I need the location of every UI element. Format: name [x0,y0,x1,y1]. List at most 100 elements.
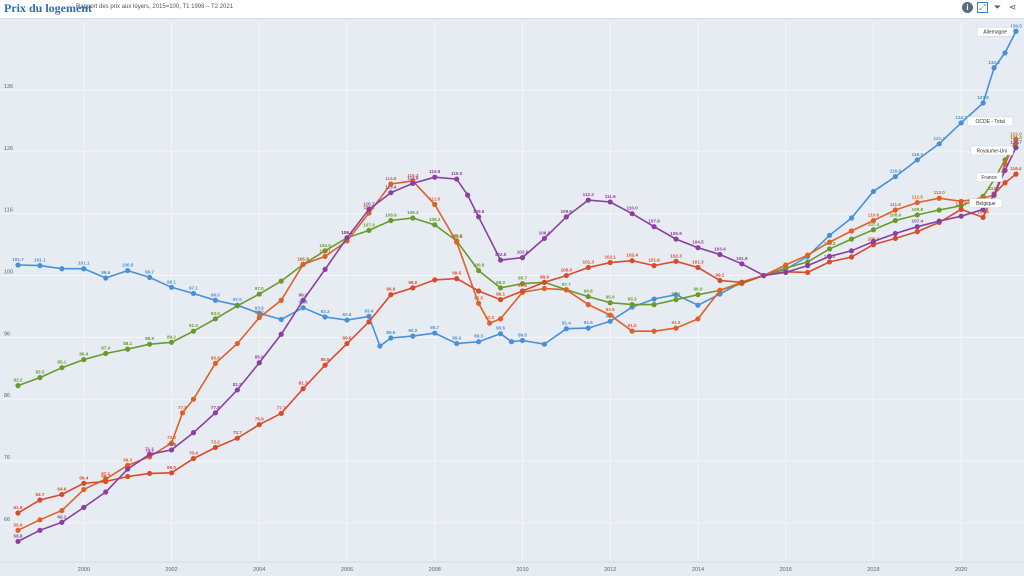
data-label: 82.2 [14,378,23,383]
data-label: 104.5 [692,240,704,245]
legend-label: Belgique [976,201,996,207]
x-tick-label: 2020 [955,567,967,573]
data-point [212,297,219,303]
data-label: 121.3 [933,136,945,141]
data-point [81,504,87,511]
data-point [344,340,350,347]
data-label: 77.8 [211,405,220,410]
data-point [432,330,438,336]
data-label: 91.5 [672,320,681,325]
data-point [651,296,657,302]
data-label: 107.3 [363,222,375,227]
data-label: 87.4 [101,345,110,350]
data-point [519,280,526,287]
data-point [805,263,811,269]
data-point [585,293,591,300]
filter-icon[interactable]: ⏷ [993,2,1002,12]
data-point [497,297,504,303]
data-point [826,232,833,238]
data-point [322,362,328,368]
data-point [486,320,493,326]
data-point [695,302,701,308]
data-point [651,328,657,334]
data-label: 85.8 [211,355,220,360]
data-point [651,224,657,230]
data-label: 122.0 [1010,131,1022,136]
data-point [59,491,65,498]
y-tick-label: 76 [4,455,10,461]
data-point [432,201,438,208]
data-point [179,410,186,416]
data-point [476,288,482,294]
share-icon[interactable]: ⋖ [1008,2,1017,12]
data-point [914,229,920,235]
data-point [278,278,284,284]
data-point [322,253,328,259]
data-point [234,387,240,393]
data-label: 77.7 [277,405,286,410]
data-point [651,263,657,269]
data-point [1013,144,1019,151]
legend-label: France [981,175,997,181]
data-point [454,276,460,282]
data-point [125,473,131,480]
data-label: 90.7 [430,325,439,330]
chart-header: Prix du logement Rapport des prix aux lo… [0,0,1024,19]
data-point [147,341,153,347]
info-icon[interactable]: i [962,2,973,13]
data-point [607,312,613,318]
data-point [936,207,942,213]
data-point [234,435,240,441]
data-point [980,206,986,212]
data-point [563,214,569,220]
data-point [497,316,504,322]
data-label: 100.8 [473,263,485,268]
data-label: 116.0 [890,169,902,174]
data-point [454,176,460,182]
data-point [15,538,21,545]
x-tick-label: 2006 [341,567,353,573]
data-label: 101.1 [34,258,46,263]
data-point [37,497,43,503]
data-label: 101.7 [12,257,24,262]
data-point [125,466,131,472]
data-label: 97.7 [562,282,571,287]
data-label: 92.8 [343,312,352,317]
data-point [432,222,438,228]
data-point [300,297,306,303]
data-point [629,328,635,334]
data-point [1002,50,1008,56]
data-label: 91.0 [628,323,637,328]
data-point [805,252,811,258]
expand-icon[interactable]: ⤢ [977,2,988,13]
data-point [607,318,613,324]
data-point [278,316,284,323]
data-point [892,207,898,213]
legend-item: Allemagne [977,27,1014,37]
series-ocde-total: 82.2 83.5 85.1 86.4 87.4 88.1 88.9 89.2 91.0 93.0… [14,135,1022,389]
data-point [37,527,43,533]
data-point [410,285,416,291]
data-point [465,192,471,198]
data-label: 115.0 [451,171,463,176]
data-label: 109.8 [912,207,924,212]
data-point [147,470,153,477]
data-label: 71.8 [167,442,176,447]
data-point [454,340,460,347]
data-point [519,255,526,261]
data-point [541,279,548,285]
data-label: 93.9 [255,305,264,310]
y-axis: 66 76 86 96 100 116 126 136 [4,84,13,523]
data-label: 96.0 [299,292,308,297]
data-label: 102.9 [517,250,529,255]
data-label: 114.9 [407,175,419,180]
series-line [17,142,1017,387]
data-label: 99.5 [452,271,461,276]
data-point [695,316,701,322]
data-label: 73.7 [233,430,242,435]
data-label: 93.2 [255,310,264,315]
data-point [190,455,197,462]
data-point [212,316,219,322]
y-tick-label: 96 [4,331,10,337]
data-point [607,259,613,266]
